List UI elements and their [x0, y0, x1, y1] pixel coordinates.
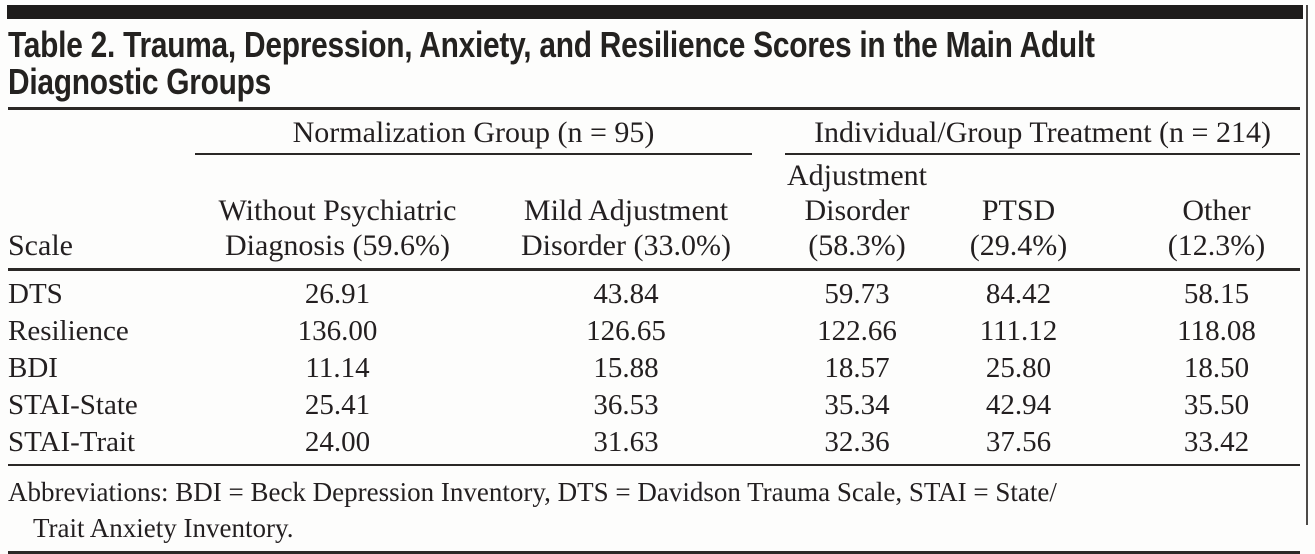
value-cell: 136.00	[297, 315, 378, 347]
value-cell: 43.84	[593, 278, 659, 310]
footnote-line1: Abbreviations: BDI = Beck Depression Inv…	[8, 477, 1057, 507]
value-cell: 33.42	[1183, 426, 1250, 458]
scale-cell: STAI-Trait	[8, 426, 136, 458]
column-header-adjustment: Adjustment Disorder (58.3%)	[762, 155, 952, 271]
value-cell: 58.15	[1183, 278, 1250, 310]
value-cell: 26.91	[304, 278, 371, 310]
table-row-stai-state: STAI-State 25.41 36.53 35.34 42.94 35.50	[8, 387, 1300, 424]
title-divider-rule	[8, 107, 1300, 110]
value-cell: 35.50	[1183, 389, 1250, 421]
footnote-line2: Trait Anxiety Inventory.	[33, 513, 294, 543]
table-title-line1: Table 2. Trauma, Depression, Anxiety, an…	[8, 24, 1095, 65]
footnote-divider-rule	[8, 464, 1300, 466]
scale-cell: STAI-State	[8, 389, 138, 421]
group-header-spacer	[8, 110, 185, 155]
group-header-row: Normalization Group (n = 95) Individual/…	[8, 110, 1301, 155]
value-cell: 25.41	[304, 389, 371, 421]
group-header-treatment-cell: Individual/Group Treatment (n = 214)	[762, 110, 1301, 155]
table-footnote: Abbreviations: BDI = Beck Depression Inv…	[8, 474, 1300, 546]
value-cell: 118.08	[1177, 315, 1256, 347]
table-row-resilience: Resilience 136.00 126.65 122.66 111.12 1…	[8, 313, 1300, 350]
group-header-normalization: Normalization Group (n = 95)	[195, 116, 752, 155]
value-cell: 37.56	[985, 426, 1052, 458]
column-header-row: Scale Without Psychiatric Diagnosis (59.…	[8, 155, 1301, 271]
value-cell: 42.94	[985, 389, 1052, 421]
value-cell: 36.53	[593, 389, 659, 421]
table-row-stai-trait: STAI-Trait 24.00 31.63 32.36 37.56 33.42	[8, 424, 1300, 464]
group-header-treatment: Individual/Group Treatment (n = 214)	[785, 116, 1301, 155]
column-header-mild-adjustment: Mild Adjustment Disorder (33.0%)	[490, 155, 762, 271]
value-cell: 25.80	[985, 352, 1052, 384]
value-cell: 32.36	[824, 426, 890, 458]
table-top-bar	[7, 5, 1303, 19]
value-cell: 18.57	[824, 352, 890, 384]
value-cell: 59.73	[824, 278, 890, 310]
value-cell: 122.66	[817, 315, 897, 347]
value-cell: 11.14	[305, 352, 370, 384]
column-header-ptsd: PTSD (29.4%)	[952, 155, 1085, 271]
value-cell: 111.12	[979, 315, 1058, 347]
table-title-line2: Diagnostic Groups	[8, 61, 272, 102]
scale-cell: Resilience	[8, 315, 129, 347]
table-row-dts: DTS 26.91 43.84 59.73 84.42 58.15	[8, 270, 1300, 314]
table-row-bdi: BDI 11.14 15.88 18.57 25.80 18.50	[8, 350, 1300, 387]
scale-cell: DTS	[8, 278, 63, 310]
value-cell: 126.65	[586, 315, 666, 347]
page-column-rule	[1306, 5, 1308, 525]
value-cell: 35.34	[824, 389, 890, 421]
column-header-without-psychiatric: Without Psychiatric Diagnosis (59.6%)	[185, 155, 490, 271]
scores-table: Normalization Group (n = 95) Individual/…	[8, 110, 1301, 464]
scale-cell: BDI	[8, 352, 58, 384]
value-cell: 18.50	[1183, 352, 1250, 384]
value-cell: 24.00	[304, 426, 371, 458]
value-cell: 15.88	[593, 352, 659, 384]
table-title: Table 2. Trauma, Depression, Anxiety, an…	[8, 26, 1311, 100]
group-header-normalization-cell: Normalization Group (n = 95)	[185, 110, 762, 155]
column-header-scale: Scale	[8, 155, 185, 271]
value-cell: 84.42	[985, 278, 1052, 310]
column-header-other: Other (12.3%)	[1085, 155, 1301, 271]
value-cell: 31.63	[593, 426, 659, 458]
